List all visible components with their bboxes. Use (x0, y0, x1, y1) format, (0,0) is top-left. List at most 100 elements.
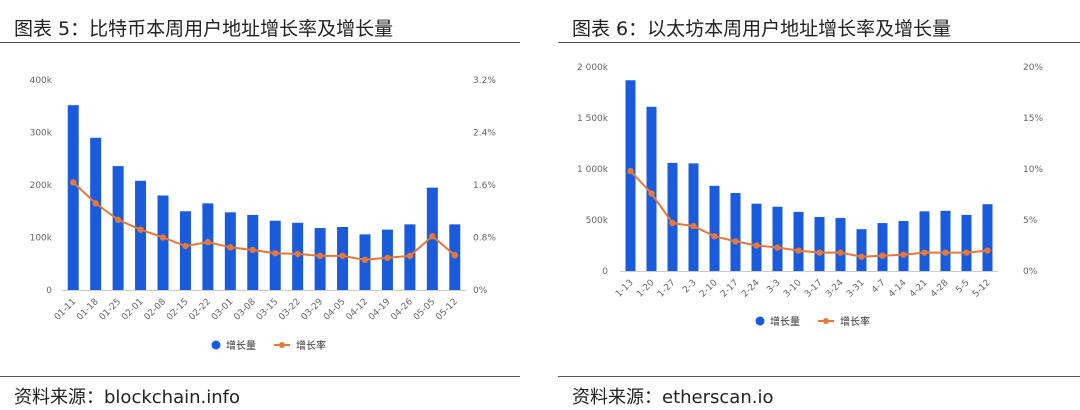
bar (772, 206, 783, 271)
x-tick-label: 02-22 (187, 297, 213, 323)
x-tick-label: 2-3 (681, 278, 698, 295)
line-point (732, 238, 739, 245)
bar (751, 203, 762, 271)
line-point (627, 167, 634, 175)
line-point (816, 249, 823, 256)
line-point (879, 252, 886, 259)
bar (135, 180, 147, 290)
line-point (942, 249, 949, 256)
y-left-tick-label: 300k (30, 129, 53, 139)
legend-line-label: 增长率 (296, 339, 326, 352)
bar (224, 212, 236, 290)
line-point (753, 242, 760, 249)
legend-bar-label: 增长量 (226, 339, 256, 352)
chart-panel-btc: 图表 5：比特币本周用户地址增长率及增长量 0 100k 200k 300k 400k 0… (0, 0, 520, 409)
line-point (921, 249, 928, 256)
x-tick-label: 3-31 (845, 278, 867, 300)
line-point (963, 249, 970, 256)
line-point (316, 252, 324, 260)
bar (856, 229, 867, 271)
line-point (384, 254, 391, 262)
line-point (795, 247, 802, 254)
series-line (629, 170, 988, 258)
bar (90, 137, 102, 290)
line-point (648, 190, 655, 197)
y-left-tick-label: 500k (586, 216, 609, 226)
x-tick-label: 1-20 (635, 278, 657, 300)
source-text: 资料来源：blockchain.info (14, 387, 240, 408)
y-right-tick-label: 20% (1023, 63, 1043, 73)
chart-title: 图表 5：比特币本周用户地址增长率及增长量 (14, 18, 394, 40)
x-tick-label: 03-22 (277, 297, 303, 323)
legend-bar-marker (755, 316, 765, 326)
x-tick-label: 4-21 (908, 278, 930, 300)
line-point (272, 250, 279, 257)
bar (730, 192, 741, 271)
x-tick-label: 03-01 (210, 297, 236, 323)
title-row: 图表 6：以太坊本周用户地址增长率及增长量 (558, 10, 1080, 43)
y-left-tick-label: 0 (602, 267, 608, 277)
line-point (114, 216, 122, 223)
line-point (182, 242, 189, 250)
y-left-tick-label: 2 000k (577, 63, 609, 73)
x-tick-label: 5-12 (971, 278, 993, 300)
y-right-tick-label: 0% (1023, 267, 1038, 277)
x-tick-label: 03-08 (232, 297, 258, 323)
line-point (204, 238, 212, 246)
bar (793, 211, 804, 271)
bar (202, 203, 214, 290)
legend-bar-label: 增长量 (770, 315, 800, 328)
y-right-tick-label: 15% (1023, 114, 1043, 124)
bar (112, 166, 124, 290)
line-point (984, 247, 991, 254)
bar (814, 216, 825, 271)
x-tick-label: 5-5 (954, 278, 971, 295)
x-tick-label: 03-15 (255, 297, 281, 323)
x-tick-label: 01-18 (75, 297, 101, 323)
x-tick-label: 02-15 (165, 297, 191, 323)
legend-line-dot (823, 318, 829, 324)
bar (898, 221, 909, 271)
x-tick-label: 4-14 (887, 278, 909, 300)
chart-eth: 0 500k 1 000k 1 500k 2 000k 0% 5% 10% 15% 20% 1-13… (577, 63, 1043, 328)
bar (961, 214, 972, 271)
y-right-tick-label: 0% (473, 286, 488, 296)
y-left-tick-label: 0 (46, 286, 52, 296)
bar (835, 217, 846, 271)
line-point (339, 252, 346, 260)
line-point (774, 244, 781, 251)
x-tick-label: 1-27 (656, 278, 678, 300)
bar (940, 210, 951, 271)
x-tick-label: 04-12 (345, 297, 371, 323)
series-line (72, 181, 456, 261)
x-tick-label: 3-17 (803, 278, 825, 300)
y-right-tick-label: 10% (1023, 165, 1043, 175)
line-point (690, 222, 697, 230)
x-tick-label: 3-24 (824, 278, 846, 300)
x-tick-label: 2-10 (698, 278, 720, 300)
x-tick-label: 2-17 (719, 278, 741, 300)
x-tick-label: 04-26 (389, 297, 415, 323)
y-left-tick-label: 1 000k (577, 165, 609, 175)
line-point (137, 226, 144, 233)
source-row: 资料来源：blockchain.info (0, 376, 520, 410)
bar (67, 105, 79, 290)
line-point (429, 232, 436, 240)
legend-line-label: 增长率 (840, 315, 870, 328)
x-tick-label: 04-19 (367, 297, 393, 323)
bar (688, 163, 699, 271)
x-tick-label: 2-24 (740, 278, 762, 300)
legend-line-dot (279, 342, 285, 348)
x-tick-label: 03-29 (300, 297, 326, 323)
y-right-tick-label: 3.2% (473, 76, 496, 86)
bar (709, 185, 720, 271)
y-right-tick-label: 1.6% (473, 181, 496, 191)
legend-bar-marker (211, 340, 221, 350)
bar (982, 204, 993, 271)
bar (877, 223, 888, 271)
y-left-tick-label: 100k (30, 234, 53, 244)
line-point (837, 249, 844, 256)
y-left-tick-label: 1 500k (577, 114, 609, 124)
y-right-tick-label: 5% (1023, 216, 1038, 226)
x-tick-label: 01-25 (98, 297, 124, 323)
